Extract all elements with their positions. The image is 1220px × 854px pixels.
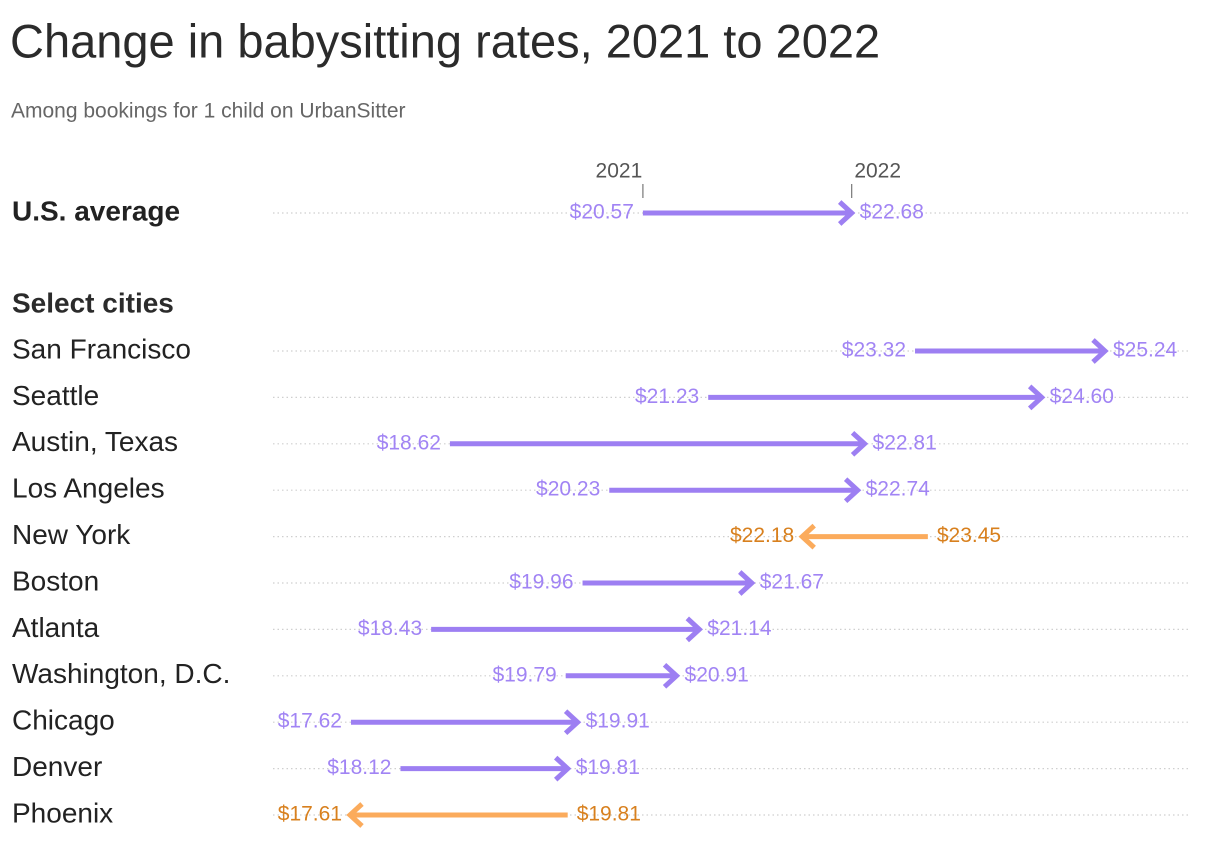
value-label: $19.81 bbox=[577, 803, 641, 826]
arrow-head bbox=[1091, 338, 1109, 364]
value-label: $21.14 bbox=[707, 617, 772, 640]
value-label: $19.96 bbox=[509, 571, 573, 594]
value-label: $18.62 bbox=[377, 431, 441, 454]
arrow-head bbox=[843, 477, 862, 504]
arrow-head bbox=[662, 662, 681, 689]
arrow-head bbox=[850, 430, 869, 457]
category-label: Austin, Texas bbox=[12, 426, 178, 457]
arrow-head bbox=[554, 755, 572, 782]
value-label: $17.62 bbox=[278, 710, 342, 733]
value-label: $20.57 bbox=[570, 201, 634, 224]
series-label: 2021 bbox=[596, 160, 643, 183]
value-label: $19.91 bbox=[586, 710, 650, 733]
category-label: New York bbox=[12, 519, 131, 550]
value-label: $18.12 bbox=[327, 756, 391, 779]
category-label: Atlanta bbox=[12, 612, 100, 643]
arrow-head bbox=[738, 570, 756, 596]
arrow-head bbox=[1027, 384, 1046, 411]
value-label: $18.43 bbox=[358, 617, 422, 640]
category-label: Denver bbox=[12, 751, 102, 782]
category-label: San Francisco bbox=[12, 333, 191, 364]
series-label: 2022 bbox=[854, 160, 901, 183]
category-label: Boston bbox=[12, 565, 99, 596]
category-label: Seattle bbox=[12, 380, 99, 411]
value-label: $17.61 bbox=[278, 803, 342, 826]
value-label: $20.23 bbox=[536, 478, 600, 501]
value-label: $21.67 bbox=[760, 571, 824, 594]
value-label: $23.45 bbox=[937, 524, 1001, 547]
category-label: U.S. average bbox=[12, 195, 180, 226]
section-label: Select cities bbox=[12, 287, 174, 318]
value-label: $19.79 bbox=[492, 663, 556, 686]
value-label: $19.81 bbox=[576, 756, 640, 779]
value-label: $20.91 bbox=[685, 663, 749, 686]
category-label: Phoenix bbox=[12, 797, 113, 828]
value-label: $23.32 bbox=[842, 339, 906, 362]
category-label: Chicago bbox=[12, 705, 115, 736]
value-label: $21.23 bbox=[635, 385, 699, 408]
arrow-head bbox=[837, 200, 856, 226]
arrow-head bbox=[346, 802, 364, 828]
value-label: $25.24 bbox=[1113, 339, 1178, 362]
chart-title: Change in babysitting rates, 2021 to 202… bbox=[10, 14, 880, 67]
arrow-head bbox=[798, 523, 816, 550]
value-label: $22.18 bbox=[730, 524, 794, 547]
category-label: Washington, D.C. bbox=[12, 658, 230, 689]
value-label: $22.68 bbox=[860, 201, 924, 224]
arrow-head bbox=[563, 709, 582, 736]
value-label: $24.60 bbox=[1050, 385, 1114, 408]
chart-subtitle: Among bookings for 1 child on UrbanSitte… bbox=[11, 100, 406, 123]
arrow-head bbox=[685, 616, 703, 643]
value-label: $22.81 bbox=[873, 431, 937, 454]
value-label: $22.74 bbox=[866, 478, 931, 501]
category-label: Los Angeles bbox=[12, 473, 165, 504]
